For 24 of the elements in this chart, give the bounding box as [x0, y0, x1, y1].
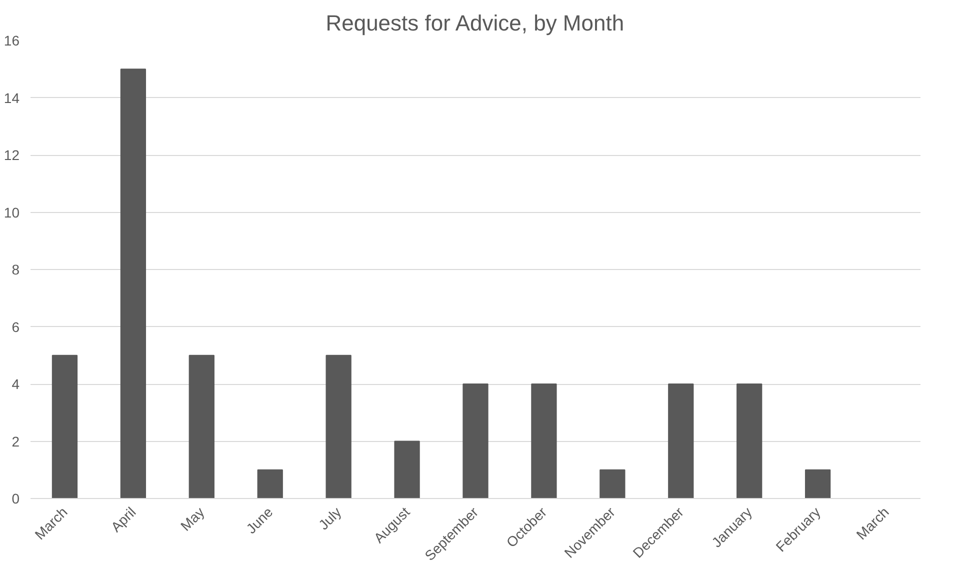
bar [668, 384, 694, 498]
bar [600, 469, 626, 498]
y-tick-label: 16 [4, 32, 20, 48]
y-tick-label: 6 [12, 318, 20, 335]
bar [188, 354, 214, 498]
y-tick-label: 0 [12, 490, 20, 506]
bar [257, 469, 283, 498]
y-tick-label: 12 [4, 147, 20, 163]
bar [736, 384, 762, 498]
bar [394, 440, 420, 498]
x-tick-label: July [315, 504, 344, 533]
y-tick-label: 10 [4, 204, 20, 220]
x-tick-label: May [177, 504, 208, 534]
bar [804, 469, 831, 498]
y-tick-label: 14 [4, 90, 20, 106]
bar [326, 354, 352, 498]
bar [531, 384, 557, 498]
y-tick-label: 8 [12, 262, 20, 278]
y-tick-label: 2 [12, 433, 20, 450]
chart-title: Requests for Advice, by Month [326, 10, 624, 36]
y-tick-label: 4 [12, 376, 20, 392]
bar [52, 354, 78, 498]
bar [120, 68, 146, 498]
bar [462, 384, 488, 498]
